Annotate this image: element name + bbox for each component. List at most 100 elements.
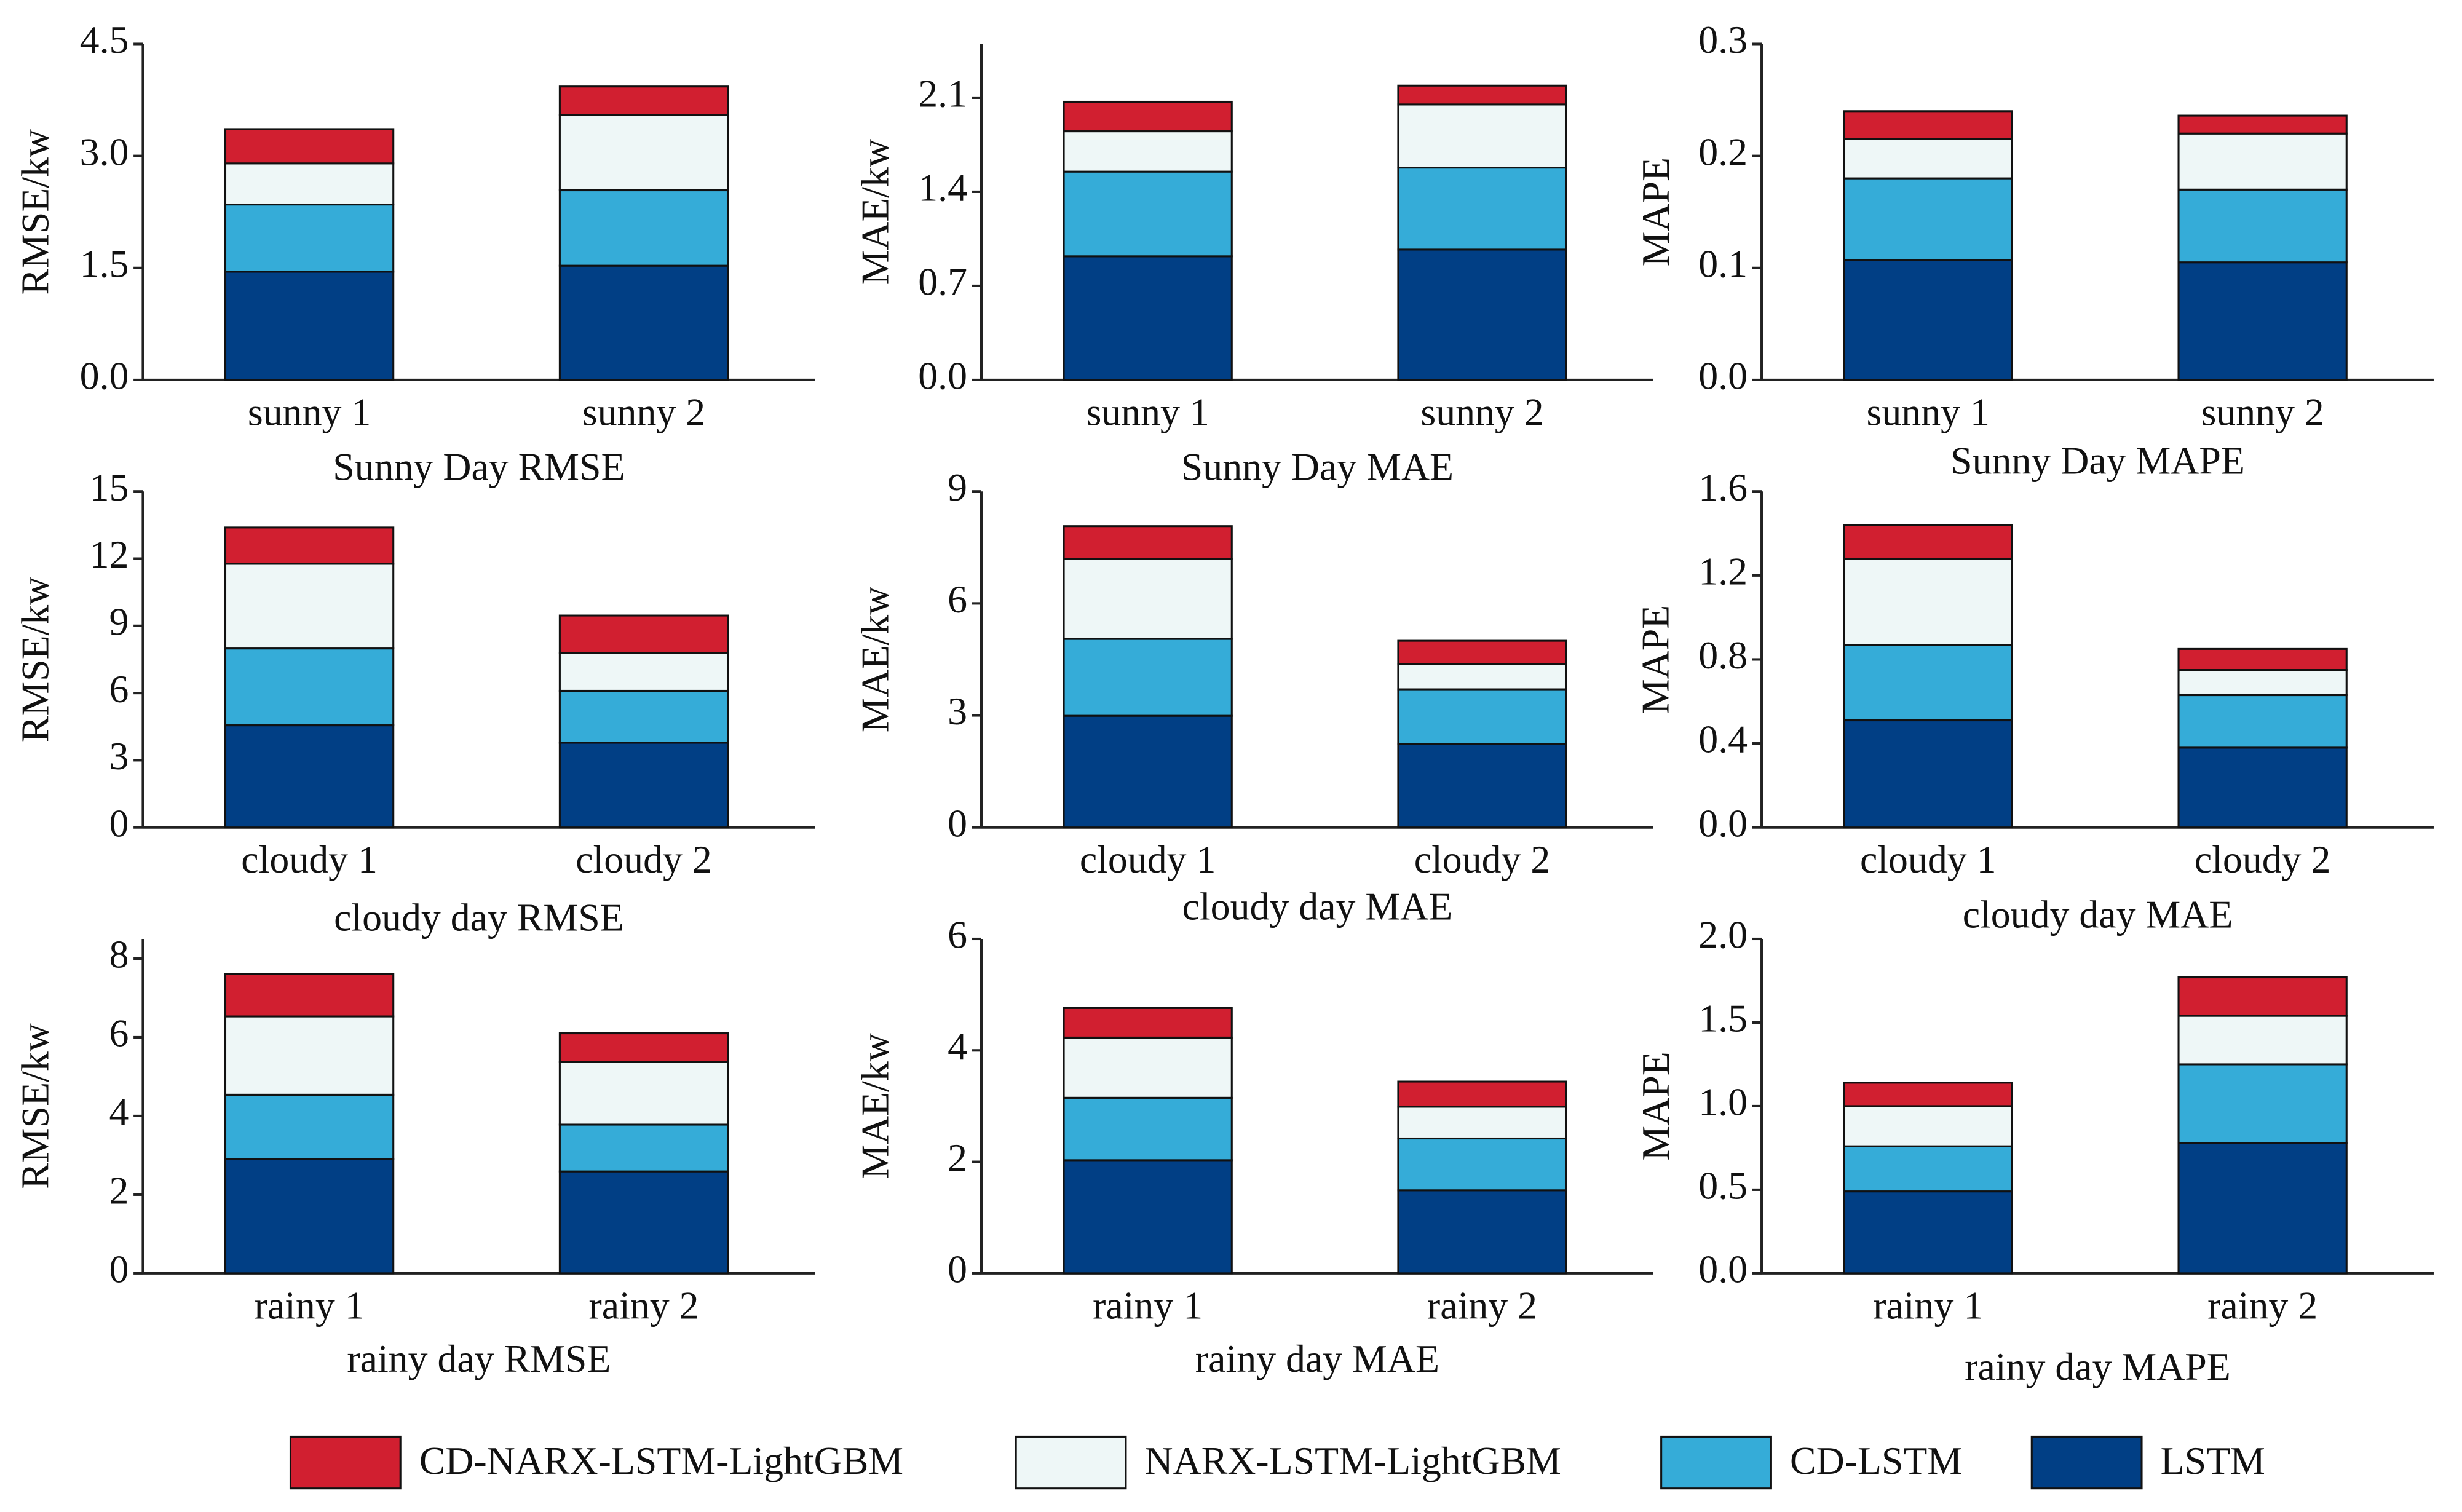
bar-segment xyxy=(2177,976,2348,1017)
x-tick-label: rainy 2 xyxy=(2207,1283,2318,1327)
x-tick-label: cloudy 2 xyxy=(576,837,712,881)
y-axis-title: MAE/kw xyxy=(853,587,897,733)
x-tick-label: cloudy 2 xyxy=(2195,837,2331,881)
x-axis-title: cloudy day MAE xyxy=(1963,892,2233,936)
y-tick-label: 3 xyxy=(109,734,129,778)
y-axis-title: RMSE/kw xyxy=(14,577,57,743)
bar-segment xyxy=(2177,694,2348,749)
bar-segment xyxy=(224,1015,395,1096)
bar-segment xyxy=(2177,746,2348,829)
bar-segment xyxy=(1397,103,1567,169)
legend-swatch xyxy=(289,1435,402,1490)
y-tick-label: 0.0 xyxy=(1698,354,1748,398)
bar-segment xyxy=(558,264,729,381)
x-tick-label: sunny 2 xyxy=(582,390,705,433)
y-tick-label: 2.0 xyxy=(1698,913,1748,957)
y-axis-title: RMSE/kw xyxy=(14,1023,57,1189)
bar-segment xyxy=(1843,1082,2013,1107)
y-tick-label: 0 xyxy=(948,801,967,845)
y-tick-label: 0.0 xyxy=(1698,1248,1748,1291)
y-axis-title: MAPE xyxy=(1634,1051,1677,1160)
x-tick-label: sunny 2 xyxy=(1420,390,1543,433)
y-tick-label: 0.0 xyxy=(918,354,967,398)
y-tick-label: 1.0 xyxy=(1698,1080,1748,1124)
bar-segment xyxy=(558,114,729,192)
bar-segment xyxy=(224,647,395,727)
bar-segment xyxy=(1843,1190,2013,1275)
y-tick-label: 0.0 xyxy=(80,354,129,398)
y-tick-label: 0 xyxy=(109,801,129,845)
bar-segment xyxy=(1843,719,2013,829)
x-tick-label: rainy 2 xyxy=(1427,1283,1537,1327)
bar-segment xyxy=(1397,688,1567,745)
y-tick-label: 0 xyxy=(109,1248,129,1291)
bar-segment xyxy=(1397,1189,1567,1275)
x-tick-label: rainy 1 xyxy=(1873,1283,1983,1327)
y-tick-label: 0.7 xyxy=(918,260,967,304)
y-tick-label: 2.1 xyxy=(918,72,967,116)
y-tick-label: 0.0 xyxy=(1698,801,1748,845)
y-tick-label: 9 xyxy=(109,600,129,643)
x-tick-label: sunny 2 xyxy=(2201,390,2324,433)
bar-segment xyxy=(1063,558,1233,640)
bar-segment xyxy=(224,724,395,829)
bar-segment xyxy=(224,973,395,1018)
x-tick-label: sunny 1 xyxy=(248,390,371,433)
y-tick-label: 15 xyxy=(90,465,129,509)
bar-segment xyxy=(1063,130,1233,173)
y-tick-label: 0 xyxy=(948,1248,967,1291)
bar-segment xyxy=(558,1061,729,1126)
bar-segment xyxy=(1063,714,1233,829)
x-tick-label: cloudy 2 xyxy=(1414,837,1551,881)
y-tick-label: 9 xyxy=(948,465,967,509)
y-tick-label: 0.5 xyxy=(1698,1164,1748,1208)
bar-segment xyxy=(1397,167,1567,251)
y-tick-label: 4 xyxy=(948,1024,967,1068)
x-tick-label: cloudy 1 xyxy=(241,837,378,881)
bar-segment xyxy=(1397,663,1567,691)
legend-swatch xyxy=(1660,1435,1772,1490)
bar-segment xyxy=(224,563,395,650)
bar-segment xyxy=(2177,1142,2348,1275)
bar-segment xyxy=(224,526,395,565)
legend-label: LSTM xyxy=(2161,1439,2265,1482)
bar-segment xyxy=(1063,1036,1233,1099)
bar-segment xyxy=(1063,525,1233,560)
bar-segment xyxy=(224,162,395,206)
y-tick-label: 1.6 xyxy=(1698,465,1748,509)
bar-segment xyxy=(1397,1137,1567,1192)
x-axis-title: Sunny Day RMSE xyxy=(333,445,625,489)
bar-segment xyxy=(558,614,729,654)
bar-segment xyxy=(224,271,395,381)
bar-segment xyxy=(2177,669,2348,697)
y-tick-label: 0.3 xyxy=(1698,18,1748,61)
bar-segment xyxy=(558,1123,729,1173)
bar-segment xyxy=(1397,248,1567,381)
x-axis-title: cloudy day RMSE xyxy=(334,896,624,940)
bar-segment xyxy=(1843,177,2013,261)
y-tick-label: 3.0 xyxy=(80,130,129,173)
bar-segment xyxy=(1843,110,2013,140)
bar-segment xyxy=(2177,114,2348,135)
bar-segment xyxy=(1063,255,1233,381)
bar-segment xyxy=(1843,1105,2013,1147)
bar-segment xyxy=(558,189,729,267)
bar-segment xyxy=(1843,138,2013,180)
y-tick-label: 6 xyxy=(109,667,129,711)
y-tick-label: 1.4 xyxy=(918,166,967,210)
bar-segment xyxy=(1843,1145,2013,1193)
bar-segment xyxy=(558,742,729,829)
y-tick-label: 0.1 xyxy=(1698,242,1748,285)
legend-label: CD-NARX-LSTM-LightGBM xyxy=(419,1439,903,1482)
bar-segment xyxy=(1843,557,2013,646)
bar-segment xyxy=(558,652,729,692)
legend-swatch xyxy=(2030,1435,2143,1490)
y-tick-label: 4.5 xyxy=(80,18,129,61)
x-axis-title: rainy day MAE xyxy=(1195,1337,1439,1380)
y-tick-label: 1.5 xyxy=(80,242,129,285)
y-tick-label: 2 xyxy=(948,1136,967,1179)
y-axis-title: MAPE xyxy=(1634,605,1677,714)
x-axis-title: rainy day RMSE xyxy=(347,1337,611,1380)
bar-segment xyxy=(1063,638,1233,717)
bar-segment xyxy=(2177,1015,2348,1066)
